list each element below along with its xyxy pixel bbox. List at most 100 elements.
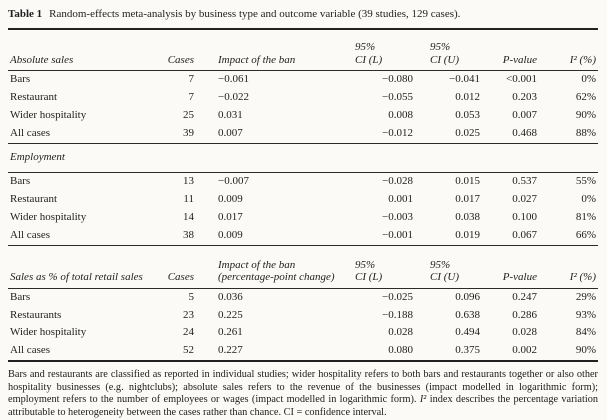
table-row: All cases 52 0.227 0.080 0.375 0.002 90% [8, 342, 598, 361]
cell-pvalue: 0.067 [512, 228, 537, 241]
cell-ci-upper: 0.015 [455, 175, 480, 188]
col-header-cases: Cases [167, 271, 194, 283]
cell-ci-lower: −0.003 [382, 210, 413, 223]
cell-impact: −0.007 [218, 175, 249, 188]
cell-cases: 23 [183, 308, 194, 321]
cell-ci-upper: 0.096 [455, 290, 480, 303]
cell-impact: 0.225 [218, 308, 243, 321]
cell-pvalue: 0.007 [512, 108, 537, 121]
col-header-pvalue: P-value [502, 53, 537, 66]
cell-i2: 29% [575, 290, 596, 303]
footnote-i2-term: I² [419, 394, 427, 406]
cell-cases: 24 [183, 326, 194, 339]
cell-i2: 90% [575, 344, 596, 357]
row-label: Wider hospitality [10, 326, 87, 339]
cell-i2: 62% [575, 91, 596, 104]
cell-impact: −0.061 [218, 73, 249, 86]
row-label: Restaurant [10, 91, 58, 104]
cell-pvalue: 0.002 [512, 344, 537, 357]
col-header-section-name: Sales as % of total retail sales [10, 271, 143, 283]
cell-i2: 84% [575, 326, 596, 339]
cell-cases: 13 [183, 175, 194, 188]
row-label: Wider hospitality [10, 210, 87, 223]
col-header-section-name: Absolute sales [10, 53, 74, 66]
cell-pvalue: <0.001 [506, 73, 537, 86]
cell-ci-lower: −0.028 [382, 175, 413, 188]
cell-i2: 66% [575, 228, 596, 241]
row-label: Restaurant [10, 193, 58, 206]
footnote-text-post: index describes the percentage variation… [8, 394, 599, 419]
table-title: Table 1 Random-effects meta-analysis by b… [8, 8, 598, 20]
cell-cases: 52 [183, 344, 194, 357]
cell-ci-upper: 0.494 [455, 326, 480, 339]
table-row: Wider hospitality 14 0.017 −0.003 0.038 … [8, 209, 598, 227]
table-row: Bars 13 −0.007 −0.028 0.015 0.537 55% [8, 173, 598, 191]
cell-impact: −0.022 [218, 91, 249, 104]
meta-analysis-table: Absolute sales Cases Impact of the ban 9… [8, 28, 598, 362]
cell-i2: 0% [581, 73, 596, 86]
cell-cases: 7 [188, 73, 195, 86]
footnote-text-pre: Bars and restaurants are classified as r… [8, 369, 598, 406]
cell-impact: 0.009 [218, 193, 243, 206]
col-header-ci-upper: 95% CI (U) [430, 41, 460, 66]
cell-ci-lower: 0.080 [388, 344, 413, 357]
col-header-ci-lower: 95% CI (L) [355, 258, 383, 284]
cell-ci-lower: −0.025 [382, 290, 413, 303]
cell-ci-lower: 0.001 [388, 193, 413, 206]
cell-pvalue: 0.100 [512, 210, 537, 223]
row-label: Bars [10, 73, 31, 86]
cell-i2: 93% [575, 308, 596, 321]
cell-pvalue: 0.537 [512, 175, 537, 188]
col-header-impact: Impact of the ban (percentage-point chang… [218, 258, 335, 284]
cell-ci-lower: 0.008 [388, 108, 413, 121]
cell-cases: 14 [183, 210, 194, 223]
cell-ci-upper: 0.019 [455, 228, 480, 241]
col-header-cases: Cases [167, 53, 194, 66]
cell-ci-lower: −0.055 [382, 91, 413, 104]
cell-pvalue: 0.027 [512, 193, 537, 206]
section-header-employment: Employment [8, 143, 598, 173]
cell-ci-lower: 0.028 [388, 326, 413, 339]
table-row: Restaurant 7 −0.022 −0.055 0.012 0.203 6… [8, 89, 598, 107]
row-label: All cases [10, 344, 51, 357]
cell-ci-lower: −0.001 [382, 228, 413, 241]
cell-pvalue: 0.203 [512, 91, 537, 104]
cell-i2: 55% [575, 175, 596, 188]
cell-ci-upper: 0.038 [455, 210, 480, 223]
col-header-ci-upper: 95% CI (U) [430, 258, 460, 284]
row-label: Wider hospitality [10, 108, 87, 121]
table-row: Restaurant 11 0.009 0.001 0.017 0.027 0% [8, 191, 598, 209]
cell-i2: 81% [575, 210, 596, 223]
table-row: Restaurants 23 0.225 −0.188 0.638 0.286 … [8, 306, 598, 324]
row-label: Restaurants [10, 308, 62, 321]
cell-ci-upper: 0.012 [455, 91, 480, 104]
cell-cases: 5 [188, 290, 195, 303]
table-number: Table 1 [8, 8, 43, 20]
cell-i2: 90% [575, 108, 596, 121]
cell-ci-upper: 0.375 [455, 344, 480, 357]
col-header-i2: I² (%) [569, 271, 596, 283]
row-label: All cases [10, 228, 51, 241]
cell-ci-upper: −0.041 [449, 73, 480, 86]
cell-impact: 0.036 [218, 290, 243, 303]
row-label: Bars [10, 175, 31, 188]
section-header-absolute-sales: Absolute sales Cases Impact of the ban 9… [8, 29, 598, 71]
cell-ci-upper: 0.638 [455, 308, 480, 321]
cell-pvalue: 0.247 [512, 290, 537, 303]
table-row: All cases 38 0.009 −0.001 0.019 0.067 66… [8, 227, 598, 245]
cell-ci-upper: 0.053 [455, 108, 480, 121]
row-label: All cases [10, 126, 51, 139]
col-header-i2: I² (%) [569, 53, 596, 66]
col-header-pvalue: P-value [502, 271, 537, 283]
cell-ci-lower: −0.012 [382, 126, 413, 139]
table-row: All cases 39 0.007 −0.012 0.025 0.468 88… [8, 125, 598, 143]
cell-i2: 0% [581, 193, 596, 206]
cell-cases: 39 [183, 126, 194, 139]
table-caption: Random-effects meta-analysis by business… [49, 8, 461, 20]
section-header-retail-sales: Sales as % of total retail sales Cases I… [8, 245, 598, 288]
table-row: Wider hospitality 25 0.031 0.008 0.053 0… [8, 107, 598, 125]
cell-impact: 0.017 [218, 210, 243, 223]
cell-pvalue: 0.286 [512, 308, 537, 321]
cell-cases: 25 [183, 108, 194, 121]
